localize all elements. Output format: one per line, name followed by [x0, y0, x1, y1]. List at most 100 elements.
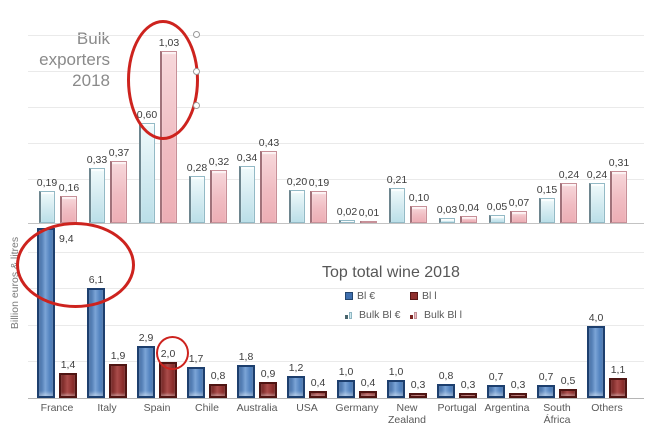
legend-item-bulk-bl-eur: Bulk Bl €	[345, 309, 400, 321]
bar-bl-l	[509, 393, 527, 398]
value-label: 0,20	[286, 176, 308, 188]
bar-bl-eur	[487, 385, 505, 398]
value-label: 0,28	[186, 162, 208, 174]
value-label: 0,15	[536, 184, 558, 196]
value-label: 0,01	[358, 207, 380, 219]
value-label: 0,16	[58, 182, 80, 194]
top-gridline	[28, 35, 644, 36]
red-circle-spain-value	[156, 336, 189, 370]
selection-handle-icon	[193, 68, 200, 75]
bar-bl-l	[609, 378, 627, 398]
value-label: 1,7	[188, 353, 204, 365]
category-label: Germany	[335, 402, 379, 414]
value-label: 0,3	[460, 379, 476, 391]
bar-bulk-eur	[339, 220, 355, 223]
value-label: 0,5	[560, 375, 576, 387]
value-label: 0,34	[236, 152, 258, 164]
bar-bulk-eur	[189, 176, 205, 223]
bar-bulk-eur	[239, 166, 255, 223]
legend-label: Bl l	[422, 290, 437, 302]
bar-bl-eur	[537, 385, 555, 398]
red-ellipse-spain-bulk	[127, 20, 199, 140]
bulk-chart-title: Bulk exporters 2018	[28, 28, 110, 91]
value-label: 0,43	[258, 137, 280, 149]
value-label: 0,02	[336, 206, 358, 218]
bar-bl-eur	[287, 376, 305, 398]
value-label: 1,8	[238, 351, 254, 363]
bar-bulk-l	[310, 191, 327, 223]
value-label: 0,33	[86, 154, 108, 166]
value-label: 0,19	[36, 177, 58, 189]
bar-bulk-l	[260, 151, 277, 223]
category-label: USA	[296, 402, 318, 414]
value-label: 0,24	[558, 169, 580, 181]
bar-bulk-l	[560, 183, 577, 223]
legend-item-bl-l: Bl l	[410, 290, 437, 302]
category-label: New Zealand	[388, 402, 426, 426]
value-label: 0,24	[586, 169, 608, 181]
value-label: 0,31	[608, 157, 630, 169]
value-label: 0,9	[260, 368, 276, 380]
bottom-gridline	[28, 361, 644, 362]
selection-handle-icon	[193, 31, 200, 38]
bar-bl-eur	[137, 346, 155, 398]
legend-label: Bulk Bl l	[424, 309, 462, 321]
bar-bl-eur	[587, 326, 605, 398]
bar-bl-eur	[187, 367, 205, 398]
bar-bl-l	[59, 373, 77, 398]
bar-bl-l	[359, 391, 377, 398]
legend-swatch-pink-bars-icon	[410, 311, 420, 319]
top-gridline	[28, 179, 644, 180]
value-label: 1,0	[388, 366, 404, 378]
bar-bulk-eur	[489, 215, 505, 223]
value-label: 0,21	[386, 174, 408, 186]
value-label: 1,9	[110, 350, 126, 362]
legend-swatch-cyan-bars-icon	[345, 311, 355, 319]
bar-bl-l	[309, 391, 327, 398]
legend-label: Bl €	[357, 290, 376, 302]
bar-bulk-eur	[539, 198, 555, 223]
value-label: 0,19	[308, 177, 330, 189]
bulk-title-line2: exporters	[39, 50, 110, 69]
value-label: 0,32	[208, 156, 230, 168]
legend-swatch-darkred-icon	[410, 292, 418, 300]
bar-bulk-l	[110, 161, 127, 223]
category-label: Argentina	[484, 402, 530, 414]
legend-swatch-blue-icon	[345, 292, 353, 300]
top-gridline	[28, 71, 644, 72]
category-label: South África	[543, 402, 571, 426]
value-label: 0,10	[408, 192, 430, 204]
bar-bl-l	[459, 393, 477, 398]
bottom-baseline	[28, 398, 644, 399]
bulk-title-line1: Bulk	[76, 29, 110, 48]
bar-bl-eur	[337, 380, 355, 398]
value-label: 0,3	[510, 379, 526, 391]
value-label: 0,8	[438, 370, 454, 382]
bar-bulk-eur	[139, 123, 155, 223]
bar-bulk-l	[210, 170, 227, 223]
category-label: Others	[591, 402, 623, 414]
value-label: 1,0	[338, 366, 354, 378]
bar-bl-eur	[387, 380, 405, 398]
category-label: Spain	[143, 402, 171, 414]
bar-bl-l	[259, 382, 277, 398]
bar-bl-l	[559, 389, 577, 398]
total-wine-chart-title: Top total wine 2018	[322, 264, 460, 281]
category-label: France	[40, 402, 74, 414]
bar-bulk-eur	[89, 168, 105, 223]
bar-bulk-l	[360, 221, 377, 223]
value-label: 0,04	[458, 202, 480, 214]
bar-bulk-l	[410, 206, 427, 223]
bar-bulk-eur	[589, 183, 605, 223]
bar-bl-l	[109, 364, 127, 398]
top-gridline	[28, 143, 644, 144]
bar-bulk-eur	[39, 191, 55, 223]
value-label: 0,4	[360, 377, 376, 389]
bar-bulk-l	[510, 211, 527, 223]
legend-label: Bulk Bl €	[359, 309, 401, 321]
category-label: Portugal	[437, 402, 477, 414]
category-label: Chile	[195, 402, 219, 414]
value-label: 0,4	[310, 377, 326, 389]
bar-bulk-l	[460, 216, 477, 223]
value-label: 2,9	[138, 332, 154, 344]
